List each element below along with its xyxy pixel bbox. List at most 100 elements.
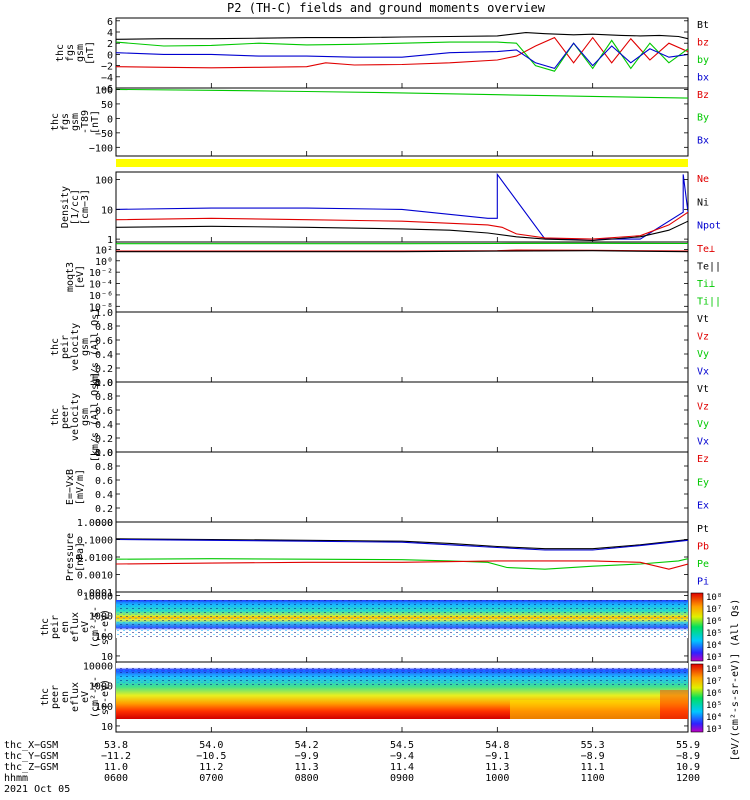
y-axis-label: thc: [40, 688, 51, 706]
xaxis-row-label-time: hhmm: [4, 773, 28, 784]
y-tick-label: 100: [95, 702, 113, 713]
y-tick-label: 0.0001: [77, 588, 113, 599]
y-axis-label: eV: [80, 621, 91, 633]
legend-Vz: Vz: [697, 332, 709, 343]
y-axis-label: [nT]: [85, 41, 96, 65]
series-Npot-line: [116, 172, 688, 240]
y-axis-label: thc: [55, 44, 66, 62]
y-tick-label: −2: [101, 62, 113, 73]
series-Te-line: [116, 250, 688, 253]
y-axis-label: velocity: [70, 393, 81, 441]
y-axis-label: E=−VxB: [65, 469, 76, 505]
legend-Ne: Ne: [697, 174, 709, 185]
legend-Vy: Vy: [697, 419, 709, 430]
y-tick-label: −4: [101, 73, 113, 84]
colorbar-label-11: 10⁴: [706, 713, 722, 723]
y-tick-label: 2: [107, 39, 113, 50]
y-tick-label: 10⁻⁴: [89, 280, 113, 291]
panel-frame: [115, 451, 689, 523]
colorbar-label-7: 10⁸: [706, 665, 722, 675]
y-tick-label: 10: [101, 722, 113, 733]
legend-Vt: Vt: [697, 384, 709, 395]
y-axis-label: sr-eV): [100, 609, 111, 645]
y-tick-label: 10⁻⁸: [89, 302, 113, 313]
legend-Te: Te||: [697, 262, 721, 273]
x-tick-label: 54.5: [390, 740, 414, 751]
x-tick-label: 1000: [485, 773, 509, 784]
y-tick-label: 0.2: [95, 364, 113, 375]
y-axis-label: gsm: [80, 338, 91, 356]
series-by-line: [116, 39, 688, 72]
legend-Vy: Vy: [697, 349, 709, 360]
y-tick-label: 10: [101, 652, 113, 663]
legend-Ti: Ti||: [697, 297, 721, 308]
legend-Ti: Ti⊥: [697, 279, 715, 290]
y-axis-label: thc: [50, 338, 61, 356]
y-axis-label: [1/cc]: [70, 189, 81, 225]
x-tick-label: 1100: [581, 773, 605, 784]
xaxis-row-label-x: thc_X−GSM: [4, 740, 58, 751]
legend-by: by: [697, 55, 709, 66]
legend-Vt: Vt: [697, 314, 709, 325]
colorbar-ion: [690, 592, 704, 662]
y-tick-label: 1.0: [95, 378, 113, 389]
legend-bz: bz: [697, 38, 709, 49]
y-tick-label: 1.0: [95, 448, 113, 459]
series-Pt-line: [116, 538, 688, 550]
chart-title: P2 (TH-C) fields and ground moments over…: [227, 1, 546, 15]
electron-spectrogram-change: [510, 700, 660, 719]
panel-frame: [115, 381, 689, 453]
colorbar-label-4: 10⁵: [706, 629, 722, 639]
panel-frame: [115, 241, 689, 313]
colorbar-label-1: 10⁸: [706, 593, 722, 603]
x-tick-label: −8.9: [581, 751, 605, 762]
xaxis-date: 2021 Oct 05: [4, 784, 70, 795]
x-tick-label: 11.4: [390, 762, 414, 773]
legend-Bx: Bx: [697, 135, 709, 146]
y-tick-label: 0.4: [95, 420, 113, 431]
panel-fgs-gsm-t89: 100 50 0 −50 −100 thc fgs gsm -T89 [nT] Bz By Bx: [50, 85, 709, 167]
panel-peir-velocity: 1.0 0.8 0.6 0.4 0.2 0.0 thc peir velocity gsm km/s…: [50, 308, 709, 389]
y-tick-label: −50: [95, 129, 113, 140]
y-tick-label: 100: [95, 632, 113, 643]
x-tick-label: 55.3: [581, 740, 605, 751]
x-tick-label: 11.1: [581, 762, 605, 773]
panel-density: 100 10 1 Density [1/cc] [cm−3] Ne Ni Npot: [60, 171, 721, 246]
legend-By: By: [697, 113, 709, 124]
colorbar-label-8: 10⁷: [706, 677, 722, 687]
colorbar-label-10: 10⁵: [706, 701, 722, 711]
series-bz-line: [116, 36, 688, 69]
x-tick-label: −8.9: [676, 751, 700, 762]
y-axis-label: [cm−3]: [80, 189, 91, 225]
yellow-band: [116, 159, 688, 167]
y-axis-label: Density: [60, 186, 71, 228]
y-tick-label: 0.6: [95, 476, 113, 487]
legend-Pi: Pi: [697, 577, 709, 588]
y-axis-label: fgs: [60, 113, 71, 131]
y-axis-label: [nPa]: [75, 542, 86, 572]
y-tick-label: 1000: [89, 682, 113, 693]
legend-Ez: Ez: [697, 454, 709, 465]
y-axis-label: gsm: [70, 113, 81, 131]
y-tick-label: 0.4: [95, 490, 113, 501]
legend-Bz: Bz: [697, 90, 709, 101]
y-tick-label: 0.8: [95, 322, 113, 333]
x-tick-label: 11.3: [295, 762, 319, 773]
y-axis-label: peir: [50, 615, 61, 639]
y-tick-label: 0: [107, 114, 113, 125]
y-axis-label: [eV]: [75, 265, 86, 289]
legend-Pb: Pb: [697, 542, 709, 553]
y-axis-label: (cm²-s-: [90, 676, 101, 718]
colorbar-label-5: 10⁴: [706, 641, 722, 651]
panel-frame: [115, 171, 689, 243]
y-axis-label: thc: [50, 113, 61, 131]
y-tick-label: 4: [107, 28, 113, 39]
y-axis-label: velocity: [70, 323, 81, 371]
y-tick-label: 10000: [83, 662, 113, 673]
y-tick-label: 100: [95, 176, 113, 187]
panel-e-field: 1.0 0.8 0.6 0.4 0.2 0.0 E=−VxB [mV/m] Ez Ey Ex: [65, 448, 709, 529]
legend-Te: Te⊥: [697, 244, 715, 255]
